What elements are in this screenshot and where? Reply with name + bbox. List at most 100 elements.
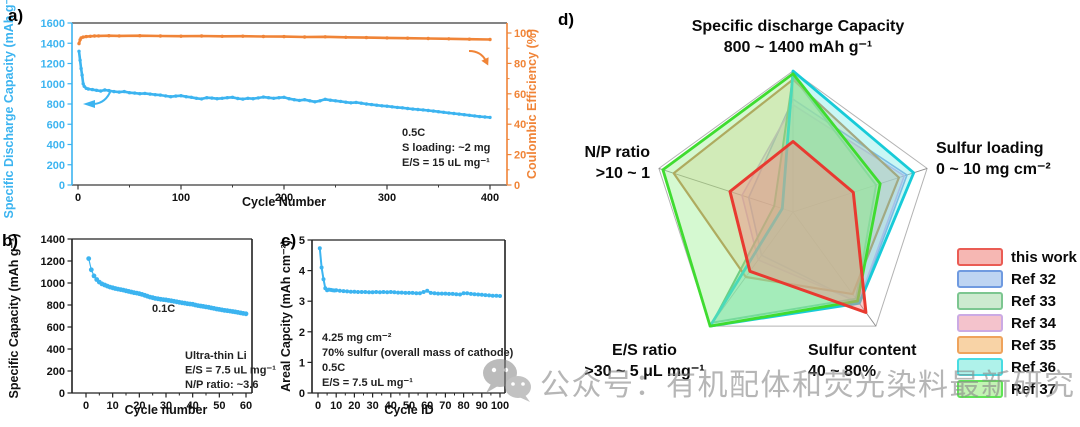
- radar-axis-label-sulfur-content: Sulfur content 40 ~ 80%: [808, 340, 978, 382]
- x-tick-label: 70: [439, 400, 451, 412]
- legend-label: Ref 32: [1011, 270, 1057, 288]
- legend-label: Ref 35: [1011, 336, 1057, 354]
- y-tick-label: 200: [47, 160, 65, 172]
- y-tick-label: 1000: [41, 79, 65, 91]
- y-tick-label: 1400: [41, 38, 65, 50]
- x-tick-label: 90: [476, 400, 488, 412]
- panel-c-label: c): [281, 231, 297, 250]
- y-tick-label: 1: [299, 357, 305, 369]
- annotation: S loading: ~2 mg: [402, 142, 490, 154]
- legend-item: Ref 35: [957, 336, 1077, 354]
- x-tick-label: 50: [403, 400, 415, 412]
- panel-d-radar: [658, 69, 928, 328]
- y-tick-label: 0: [299, 388, 305, 400]
- legend-swatch: [957, 314, 1003, 332]
- series-line: [77, 50, 492, 119]
- legend-item: this work: [957, 248, 1077, 266]
- radar-axis-title: E/S ratio: [612, 342, 677, 359]
- radar-series-ref-37: [661, 72, 882, 328]
- x-tick-label: 400: [481, 192, 499, 204]
- radar-axis-title: Sulfur loading: [936, 140, 1044, 157]
- legend-swatch: [957, 248, 1003, 266]
- y2-tick-label: 80: [514, 58, 526, 70]
- legend-swatch: [957, 358, 1003, 376]
- radar-axis-range: >10 ~ 1: [595, 165, 650, 182]
- legend-label: Ref 37: [1011, 380, 1057, 398]
- legend-label: Ref 34: [1011, 314, 1057, 332]
- capacity-arrow-head: [83, 100, 95, 108]
- y-tick-label: 600: [47, 119, 65, 131]
- panel-b-label: b): [2, 231, 19, 250]
- wechat-icon: [483, 359, 531, 402]
- radar-axis-range: >30 ~ 5 μL mg⁻¹: [584, 363, 705, 380]
- y2-tick-label: 100: [514, 28, 532, 40]
- panel-a-arrows: [83, 50, 489, 108]
- y-axis-title: Areal Capcity (mAh cm⁻²): [279, 240, 293, 392]
- x-tick-label: 30: [366, 400, 378, 412]
- panel-d-label: d): [558, 10, 575, 29]
- x-tick-label: 20: [348, 400, 360, 412]
- y-axis-title: Specific Discharge Capacity (mAh g⁻¹): [2, 0, 16, 218]
- panel-b-chart: 0 10 20 30 40 50 600200400600800100012001400Cy…: [7, 234, 276, 417]
- x-tick-label: 30: [160, 400, 172, 412]
- y-tick-label: 1200: [41, 59, 65, 71]
- watermark-text: 公众号：有机配体和荧光染料最新研究: [540, 369, 1076, 402]
- y2-tick-label: 60: [514, 89, 526, 101]
- x-tick-label: 0: [75, 192, 81, 204]
- y-tick-label: 400: [47, 344, 65, 356]
- panel-a-label: a): [8, 6, 24, 25]
- radar-axis-label-es-ratio: E/S ratio >30 ~ 5 μL mg⁻¹: [572, 340, 717, 382]
- annotation: 0.5C: [322, 362, 345, 374]
- y-tick-label: 2: [299, 327, 305, 339]
- radar-axis-range: 40 ~ 80%: [808, 363, 877, 380]
- legend-label: Ref 36: [1011, 358, 1057, 376]
- legend-swatch: [957, 336, 1003, 354]
- panel-c-chart: 0 10 20 30 40 50 60 70 80 90 100 0 1 2 3 4 5 Cycle ID Area…: [279, 235, 514, 417]
- radar-spoke: [792, 211, 877, 327]
- annotation: 0.5C: [402, 127, 425, 139]
- x-axis-title: Cycle number: [125, 403, 208, 417]
- annotation: E/S = 7.5 uL mg⁻¹: [322, 377, 413, 389]
- annotation: 70% sulfur (overall mass of cathode): [322, 347, 514, 359]
- x-axis-title: Cycle Number: [242, 195, 326, 209]
- x-tick-label: 50: [213, 400, 225, 412]
- x-tick-label: 10: [330, 400, 342, 412]
- radar-axis-title: N/P ratio: [584, 144, 651, 161]
- annotation: E/S = 15 uL mg⁻¹: [402, 157, 490, 169]
- radar-spoke: [709, 211, 794, 327]
- y-tick-label: 0: [59, 388, 65, 400]
- legend-swatch: [957, 380, 1003, 398]
- y-tick-label: 800: [47, 300, 65, 312]
- y-tick-label: 4: [299, 266, 306, 278]
- x-tick-label: 60: [421, 400, 433, 412]
- legend-item: Ref 37: [957, 380, 1077, 398]
- y-tick-label: 1200: [41, 256, 65, 268]
- y-axis-title: Specific Capacity (mAh g⁻¹): [7, 234, 21, 399]
- radar-legend: this work Ref 32 Ref 33 Ref 34 Ref 35 Ref 36 R…: [957, 248, 1077, 398]
- annotation: 4.25 mg cm⁻²: [322, 332, 392, 344]
- y2-axis-title: Coulombic Efficiency (%): [525, 29, 539, 179]
- radar-grid-pentagon: [658, 70, 928, 327]
- radar-axis-range: 0 ~ 10 mg cm⁻²: [936, 161, 1051, 178]
- radar-axis-label-capacity: Specific discharge Capacity 800 ~ 1400 m…: [598, 16, 998, 58]
- x-tick-label: 100: [172, 192, 190, 204]
- x-tick-label: 100: [491, 400, 509, 412]
- efficiency-arrow-head: [481, 57, 489, 66]
- panel-a-chart: 0 100 200 300 400020040060080010001200140016…: [2, 0, 539, 218]
- radar-series-this-work: [728, 140, 868, 314]
- radar-series-ref-33: [711, 75, 878, 324]
- radar-series-ref-35: [672, 78, 901, 296]
- radar-spoke: [658, 167, 794, 213]
- legend-label: Ref 33: [1011, 292, 1057, 310]
- y-tick-label: 200: [47, 366, 65, 378]
- y-tick-label: 5: [299, 235, 305, 247]
- legend-swatch: [957, 270, 1003, 288]
- y-tick-label: 400: [47, 140, 65, 152]
- x-tick-label: 60: [240, 400, 252, 412]
- annotation: Ultra-thin Li: [185, 350, 247, 362]
- legend-swatch: [957, 292, 1003, 310]
- legend-item: Ref 36: [957, 358, 1077, 376]
- legend-item: Ref 33: [957, 292, 1077, 310]
